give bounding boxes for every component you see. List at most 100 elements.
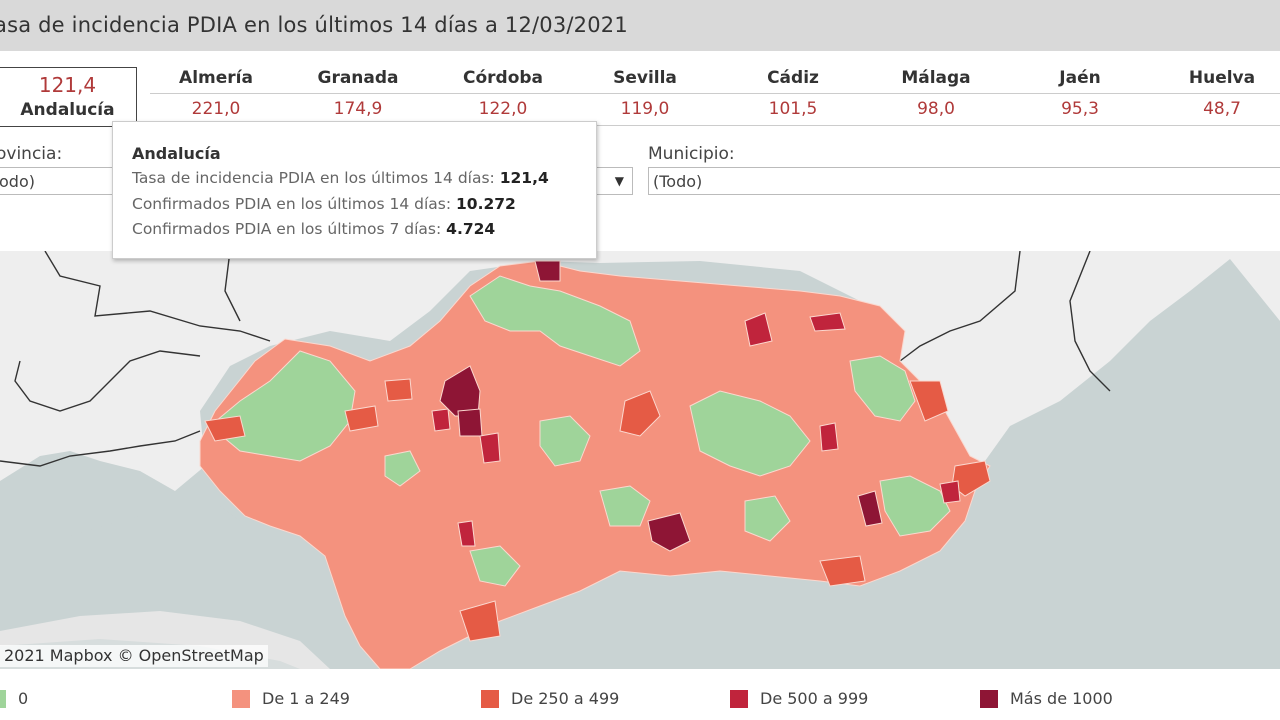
province-column-almeria[interactable]: Almería 221,0 [146,66,286,124]
municipality-area-500[interactable] [457,520,476,547]
province-value: 98,0 [917,99,955,119]
municipality-area-0[interactable] [209,350,356,462]
region-summary-card[interactable]: 121,4 Andalucía [0,67,137,127]
province-name: Granada [317,68,399,88]
municipality-area-250[interactable] [819,555,866,587]
province-value: 221,0 [191,99,241,119]
province-column-jaen[interactable]: Jaén 95,3 [1010,66,1150,124]
municipality-area-0[interactable] [539,415,591,467]
border-line [899,251,1021,362]
tooltip-row-label: Confirmados PDIA en los últimos 7 días: [132,220,442,238]
municipality-area-250[interactable] [909,380,949,422]
tooltip-row-value: 121,4 [499,169,549,187]
municipality-area-250[interactable] [619,390,661,437]
map-legend: 0 De 1 a 249 De 250 a 499 De 500 a 999 M… [0,686,1280,716]
province-value: 122,0 [478,99,528,119]
municipality-area-0[interactable] [469,545,521,587]
municipality-area-0[interactable] [599,485,651,527]
legend-swatch [232,690,250,708]
legend-swatch [0,690,6,708]
province-value: 119,0 [620,99,670,119]
municipio-filter-label: Municipio: [648,144,735,164]
table-bottom-divider [150,125,1280,126]
tooltip-row: Confirmados PDIA en los últimos 14 días:… [132,195,516,213]
municipio-select-value: (Todo) [653,172,703,191]
province-name: Córdoba [462,68,544,88]
provincia-select-value: odo) [0,172,35,191]
map-attribution[interactable]: 2021 Mapbox © OpenStreetMap [0,645,268,667]
border-line [0,430,201,467]
province-column-cadiz[interactable]: Cádiz 101,5 [723,66,863,124]
province-name: Cádiz [767,68,819,88]
sea-area [0,506,250,581]
municipality-area-500[interactable] [744,312,773,347]
legend-label: De 500 a 999 [760,689,869,708]
municipio-select[interactable]: (Todo) [648,167,1280,195]
municipality-area-1000[interactable] [857,490,883,527]
legend-swatch [980,690,998,708]
province-table: Almería 221,0 Granada 174,9 Córdoba 122,… [150,66,1280,126]
municipality-area-250[interactable] [384,378,413,402]
province-name: Jaén [1059,68,1101,88]
province-name: Sevilla [613,68,677,88]
municipality-area-0[interactable] [744,495,791,542]
municipality-area-0[interactable] [469,275,641,367]
andalucia-region[interactable] [199,260,991,669]
provincia-filter-label: ovincia: [0,144,63,164]
municipality-area-0[interactable] [879,475,951,537]
legend-label: De 250 a 499 [511,689,620,708]
province-value: 101,5 [768,99,818,119]
municipality-area-500[interactable] [809,312,846,332]
municipality-area-250[interactable] [344,405,379,432]
tooltip-row-label: Confirmados PDIA en los últimos 14 días: [132,195,452,213]
legend-label: De 1 a 249 [262,689,350,708]
title-bar: asa de incidencia PDIA en los últimos 14… [0,0,1280,51]
tooltip-row: Tasa de incidencia PDIA en los últimos 1… [132,169,549,187]
municipality-area-1000[interactable] [647,512,691,552]
province-column-sevilla[interactable]: Sevilla 119,0 [575,66,715,124]
border-line [14,350,201,412]
summary-value: 121,4 [38,73,97,97]
province-column-cordoba[interactable]: Córdoba 122,0 [433,66,573,124]
municipality-area-500[interactable] [479,432,501,464]
border-line [1069,251,1111,392]
border-line [44,251,271,342]
land-area [0,251,1280,491]
municipality-area-1000[interactable] [534,260,561,282]
legend-swatch [730,690,748,708]
summary-name: Andalucía [20,100,115,120]
header-divider [150,93,1280,94]
municipality-area-0[interactable] [384,450,421,487]
municipality-area-1000[interactable] [457,408,483,437]
municipality-area-500[interactable] [431,408,451,432]
municipality-area-500[interactable] [819,422,839,452]
region-tooltip: Andalucía Tasa de incidencia PDIA en los… [112,121,597,259]
legend-swatch [481,690,499,708]
municipality-area-0[interactable] [689,390,811,477]
page-title: asa de incidencia PDIA en los últimos 14… [0,13,628,37]
province-value: 48,7 [1203,99,1241,119]
province-column-huelva[interactable]: Huelva 48,7 [1152,66,1280,124]
province-value: 174,9 [333,99,383,119]
municipality-area-500[interactable] [939,480,961,504]
tooltip-row: Confirmados PDIA en los últimos 7 días: … [132,220,495,238]
province-name: Huelva [1188,68,1256,88]
province-name: Málaga [901,68,971,88]
tooltip-title: Andalucía [132,144,221,163]
legend-label: Más de 1000 [1010,689,1113,708]
tooltip-row-label: Tasa de incidencia PDIA en los últimos 1… [132,169,495,187]
legend-label: 0 [18,689,29,708]
province-value: 95,3 [1061,99,1099,119]
province-column-malaga[interactable]: Málaga 98,0 [866,66,1006,124]
map-canvas[interactable] [0,251,1280,669]
municipality-area-250[interactable] [204,415,246,442]
province-name: Almería [179,68,253,88]
tooltip-row-value: 4.724 [446,220,496,238]
municipality-area-250[interactable] [459,600,501,642]
tooltip-row-value: 10.272 [456,195,516,213]
choropleth-map[interactable]: 2021 Mapbox © OpenStreetMap [0,251,1280,669]
province-column-granada[interactable]: Granada 174,9 [288,66,428,124]
border-line [224,251,241,322]
municipality-area-0[interactable] [849,355,916,422]
chevron-down-icon[interactable]: ▼ [614,174,624,188]
